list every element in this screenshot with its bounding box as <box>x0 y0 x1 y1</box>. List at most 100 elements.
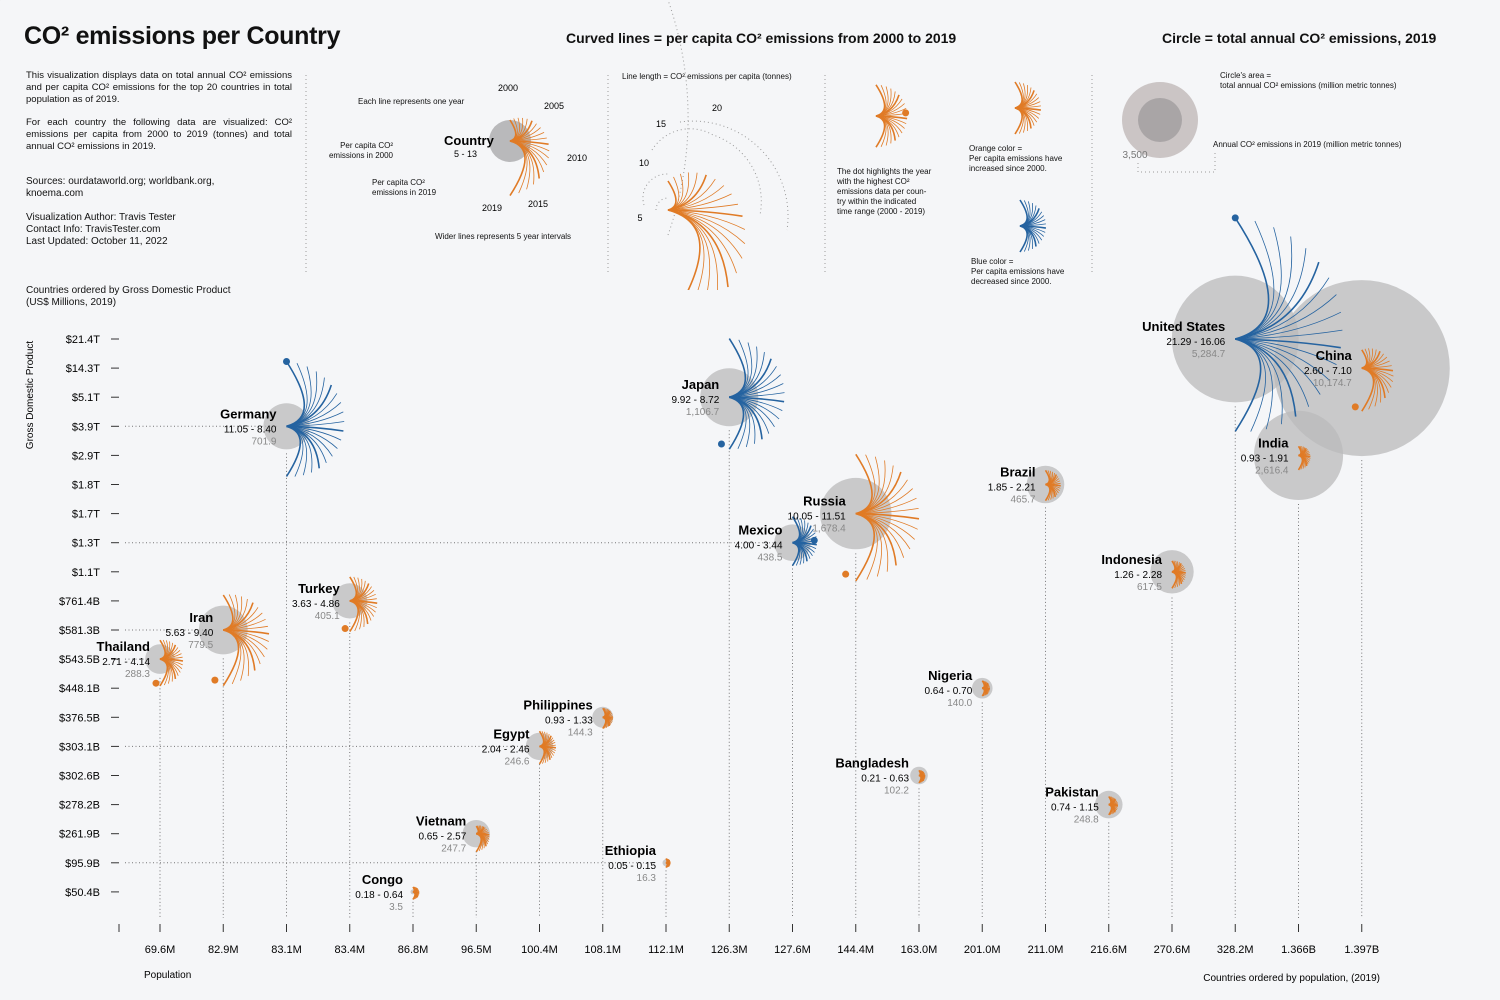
indonesia-name: Indonesia <box>1101 552 1162 567</box>
legend-dot-year-line <box>875 115 886 148</box>
vietnam-total: 247.7 <box>441 844 466 855</box>
ethiopia-name: Ethiopia <box>605 843 657 858</box>
philippines-year-line <box>602 716 607 730</box>
india-range: 0.93 - 1.91 <box>1241 453 1289 464</box>
pakistan-range: 0.74 - 1.15 <box>1051 803 1099 814</box>
united-states-total: 5,284.7 <box>1192 349 1226 360</box>
x-tick-label: 96.5M <box>461 944 492 956</box>
legend-pc2019: Per capita CO² emissions in 2019 <box>372 178 436 198</box>
mexico-peak-dot <box>810 536 818 544</box>
thailand-peak-dot <box>152 679 160 687</box>
russia-name: Russia <box>803 494 846 509</box>
china-name: China <box>1316 348 1353 363</box>
russia-range: 10.05 - 11.51 <box>788 512 847 523</box>
vietnam-range: 0.65 - 2.57 <box>418 832 466 843</box>
india-total: 2,616.4 <box>1255 465 1289 476</box>
congo-fan <box>412 886 420 900</box>
philippines-fan <box>602 707 614 730</box>
united-states-year-line <box>1235 338 1341 349</box>
united-states-year-line <box>1234 338 1262 432</box>
bangladesh-fan <box>918 769 926 784</box>
japan-name: Japan <box>682 377 720 392</box>
legend-scale-15: 15 <box>656 119 666 129</box>
contact: Contact Info: TravisTester.com <box>26 224 161 235</box>
x-tick-label: 211.0M <box>1028 944 1064 956</box>
page-title: CO² emissions per Country <box>24 22 341 50</box>
legend-dot-line-3: emissions data per coun- <box>837 187 927 196</box>
legend-blue-year-line <box>1019 225 1028 253</box>
author: Visualization Author: Travis Tester <box>26 212 176 223</box>
united-states-year-line <box>1235 294 1337 340</box>
legend-annual-note: Annual CO² emissions in 2019 (million me… <box>1213 140 1402 149</box>
x-tick-label: 201.0M <box>964 944 1001 956</box>
legend-sample-fan <box>509 117 550 197</box>
legend-area-line-1: Circle's area = <box>1220 71 1272 80</box>
legend-pc2000-line-2: emissions in 2000 <box>328 151 393 160</box>
legend-blue-line-1: Blue color = <box>971 257 1014 266</box>
united-states-peak-dot <box>1231 214 1239 222</box>
legend-circle-value: 3,500 <box>1122 150 1147 161</box>
legend-pc2000: Per capita CO² emissions in 2000 <box>321 141 393 161</box>
legend-orange-note: Orange color = Per capita emissions have… <box>969 144 1062 174</box>
x-tick-label: 127.6M <box>774 944 811 956</box>
indonesia-total: 617.5 <box>1137 582 1162 593</box>
legend-dot-fan <box>875 84 910 148</box>
x-tick-label: 83.1M <box>271 944 302 956</box>
egypt-range: 2.04 - 2.46 <box>482 744 530 755</box>
x-tick-label: 82.9M <box>208 944 239 956</box>
x-axis-title: Population <box>144 970 191 981</box>
country-fans <box>152 214 1394 900</box>
egypt-fan <box>538 730 557 765</box>
legend-dot-line-5: time range (2000 - 2019) <box>837 207 926 216</box>
turkey-peak-dot <box>341 625 349 633</box>
nigeria-year-line <box>981 687 986 697</box>
ethiopia-year-line <box>665 862 669 869</box>
legend-year-2005: 2005 <box>544 101 564 111</box>
germany-year-line <box>285 425 301 477</box>
thailand-total: 288.3 <box>125 669 150 680</box>
x-tick-label: 126.3M <box>711 944 748 956</box>
sources: Sources: ourdataworld.org; worldbank.org… <box>26 176 215 199</box>
united-states-fan <box>1231 214 1343 432</box>
nigeria-total: 140.0 <box>947 698 972 709</box>
egypt-total: 246.6 <box>504 756 529 767</box>
ethiopia-fan <box>665 858 671 869</box>
legend-line-length: Line length = CO² emissions per capita (… <box>622 72 792 81</box>
congo-range: 0.18 - 0.64 <box>355 890 403 901</box>
country-bubbles <box>145 275 1450 895</box>
philippines-range: 0.93 - 1.33 <box>545 715 593 726</box>
india-name: India <box>1258 435 1289 450</box>
china-range: 2.60 - 7.10 <box>1304 366 1352 377</box>
turkey-fan <box>341 576 378 633</box>
legend-length-year-line <box>667 209 701 290</box>
y-tick-label: $581.3B <box>59 625 100 637</box>
legend-orange-line-2: Per capita emissions have <box>969 154 1063 163</box>
y-tick-label: $95.9B <box>65 858 100 870</box>
russia-total: 1,678.4 <box>812 524 846 535</box>
indonesia-year-line <box>1171 571 1178 589</box>
united-states-year-line <box>1235 338 1330 381</box>
thailand-name: Thailand <box>97 639 151 654</box>
legend-dot-line-1: The dot highlights the year <box>837 167 932 176</box>
united-states-year-line <box>1235 236 1293 340</box>
x-tick-label: 328.2M <box>1217 944 1254 956</box>
germany-range: 11.05 - 8.40 <box>224 424 277 435</box>
mexico-total: 438.5 <box>757 553 782 564</box>
last-updated: Last Updated: October 11, 2022 <box>26 236 168 247</box>
legend-dividers <box>0 0 1216 275</box>
x-axis-caption: Countries ordered by population, (2019) <box>1203 973 1380 984</box>
legend-pc2000-line-1: Per capita CO² <box>340 141 393 150</box>
country-labels: United States 21.29 - 16.065,284.7 China 2.… <box>97 319 1353 913</box>
japan-total: 1,106.7 <box>686 407 720 418</box>
mexico-name: Mexico <box>738 523 782 538</box>
legend-dot-fan <box>875 84 910 148</box>
germany-peak-dot <box>283 358 290 366</box>
indonesia-range: 1.26 - 2.28 <box>1114 570 1162 581</box>
brazil-name: Brazil <box>1000 465 1035 480</box>
intro-paragraph-2: For each country the following data are … <box>26 117 292 152</box>
x-tick-label: 108.1M <box>584 944 621 956</box>
china-peak-dot <box>1351 403 1359 411</box>
thailand-range: 2.71 - 4.14 <box>102 657 150 668</box>
x-tick-label: 86.8M <box>398 944 429 956</box>
